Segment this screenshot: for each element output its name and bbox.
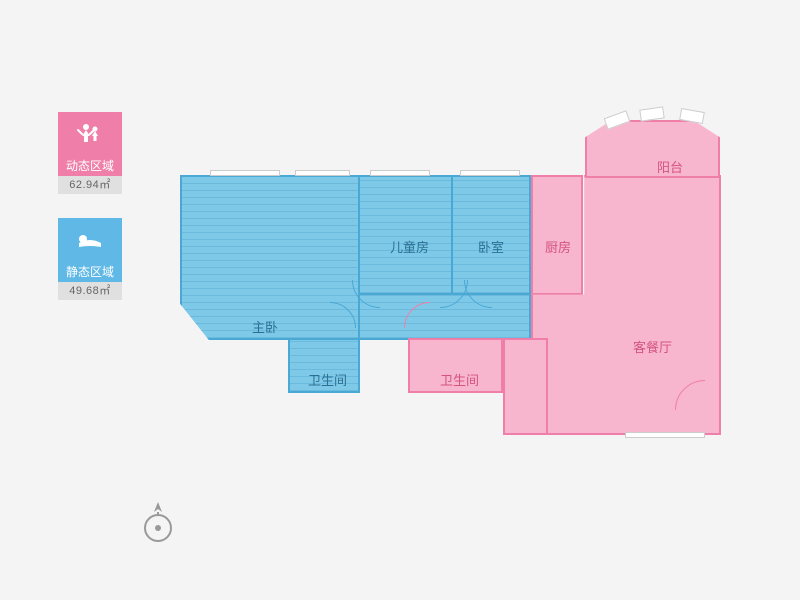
room-label-master_bedroom: 主卧 <box>252 317 278 336</box>
legend-static-label: 静态区域 <box>58 262 122 282</box>
room-children_room: 儿童房 <box>358 175 453 295</box>
floor-plan: 主卧 儿童房 卧室卫生间 厨房客餐厅 阳台卫生间 <box>180 120 740 450</box>
room-label-bath_blue: 卫生间 <box>308 370 347 389</box>
room-label-living_dining: 客餐厅 <box>633 337 672 356</box>
window-mark <box>210 170 280 176</box>
window-mark <box>625 432 705 438</box>
compass-icon <box>140 500 176 536</box>
legend-dynamic-value: 62.94㎡ <box>58 176 122 194</box>
window-mark <box>370 170 430 176</box>
legend-panel: 动态区域 62.94㎡ 静态区域 49.68㎡ <box>58 112 122 324</box>
room-label-bath_pink: 卫生间 <box>440 370 479 389</box>
room-label-kitchen: 厨房 <box>545 237 571 256</box>
room-bath_blue: 卫生间 <box>288 338 360 393</box>
legend-static-icon <box>58 218 122 262</box>
window-mark <box>295 170 350 176</box>
sleep-icon <box>75 229 105 251</box>
room-label-children_room: 儿童房 <box>390 237 429 256</box>
legend-static-value: 49.68㎡ <box>58 282 122 300</box>
people-icon <box>76 120 104 148</box>
room-label-balcony: 阳台 <box>657 157 683 176</box>
window-mark <box>639 106 664 121</box>
room-kitchen: 厨房 <box>531 175 583 295</box>
room-hall_strip <box>503 338 548 435</box>
legend-dynamic: 动态区域 62.94㎡ <box>58 112 122 194</box>
window-mark <box>460 170 520 176</box>
legend-dynamic-icon <box>58 112 122 156</box>
room-bedroom: 卧室 <box>451 175 531 295</box>
legend-static: 静态区域 49.68㎡ <box>58 218 122 300</box>
legend-dynamic-label: 动态区域 <box>58 156 122 176</box>
room-bath_pink: 卫生间 <box>408 338 503 393</box>
room-balcony: 阳台 <box>585 120 720 178</box>
room-label-bedroom: 卧室 <box>478 237 504 256</box>
